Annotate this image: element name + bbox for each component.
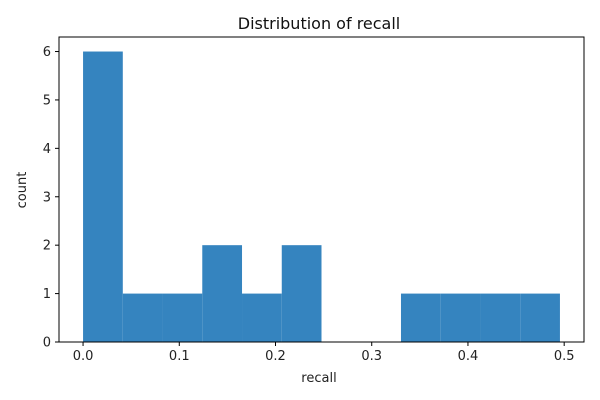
x-tick-label-1: 0.1 [169, 349, 190, 364]
x-axis-ticks: 0.0 0.1 0.2 0.3 0.4 0.5 [73, 342, 575, 364]
y-tick-label-6: 6 [43, 45, 51, 60]
histogram-bar-9 [440, 293, 481, 342]
y-tick-label-2: 2 [43, 239, 51, 254]
x-tick-label-2: 0.2 [265, 349, 286, 364]
histogram-bar-2 [162, 293, 203, 342]
y-tick-label-3: 3 [43, 190, 51, 205]
x-axis-title: recall [301, 371, 336, 386]
histogram-bar-0 [83, 51, 123, 343]
histogram-bar-8 [400, 293, 441, 342]
histogram-bar-4 [242, 293, 282, 342]
x-tick-label-3: 0.3 [361, 349, 382, 364]
y-tick-label-5: 5 [43, 93, 51, 108]
y-tick-label-0: 0 [43, 336, 51, 351]
bars-layer [83, 51, 560, 343]
y-tick-label-1: 1 [43, 287, 51, 302]
histogram-bar-5 [281, 245, 322, 342]
histogram-bar-3 [202, 245, 243, 342]
y-axis-ticks: 0 1 2 3 4 5 6 [43, 45, 59, 351]
x-tick-label-4: 0.4 [458, 349, 479, 364]
y-tick-label-4: 4 [43, 142, 51, 157]
histogram-bar-1 [122, 293, 163, 342]
histogram-bar-11 [520, 293, 560, 342]
chart-title: Distribution of recall [238, 14, 401, 33]
x-tick-label-5: 0.5 [554, 349, 575, 364]
plot-frame [58, 36, 585, 343]
histogram-bar-10 [480, 293, 521, 342]
x-tick-label-0: 0.0 [73, 349, 94, 364]
y-axis-title: count [15, 172, 30, 209]
